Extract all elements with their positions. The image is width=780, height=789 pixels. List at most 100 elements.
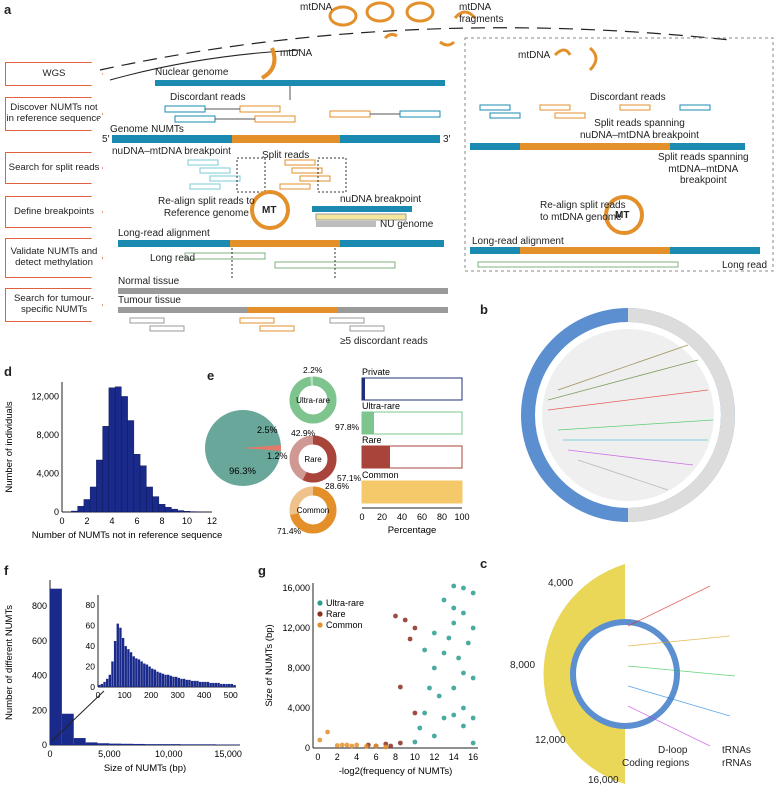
inset-xtick-5: 500 — [224, 690, 238, 700]
point-g-0-23 — [470, 715, 476, 721]
point-g-1-6 — [407, 636, 413, 642]
normal-tissue-label: Normal tissue — [118, 276, 180, 287]
flow-step-wgs: WGS — [5, 62, 103, 86]
point-g-2-8 — [373, 743, 379, 749]
bar-d-6 — [108, 387, 116, 513]
donut-0-inner: 97.8% — [335, 422, 360, 432]
inset-bar-38 — [198, 681, 202, 687]
xtick-d-3: 6 — [134, 516, 139, 526]
inset-bar-11 — [127, 649, 130, 687]
donut-0-outer: 2.2% — [303, 365, 323, 375]
xtick-g-2: 4 — [354, 752, 359, 762]
ylabel-f: Number of different NUMTs — [4, 605, 15, 720]
right-split-spanning-label: Split reads spanning nuDNA–mtDNA breakpo… — [580, 118, 699, 141]
point-g-0-2 — [422, 710, 428, 716]
xtick-g-7: 14 — [449, 752, 459, 762]
inset-bar-24 — [161, 673, 165, 687]
panel-letter-a: a — [4, 2, 12, 17]
inset-bar-0 — [98, 684, 101, 687]
bar-d-14 — [158, 504, 166, 513]
bar-e-label-3: Common — [362, 470, 399, 480]
inset-bar-5 — [111, 661, 114, 687]
inset-ytick-4: 80 — [86, 600, 96, 610]
realign-label: Re-align split reads to Reference genome — [158, 196, 255, 219]
bar-d-11 — [139, 465, 147, 513]
bar-d-0 — [71, 510, 78, 513]
point-g-1-3 — [393, 613, 398, 619]
point-g-2-7 — [363, 744, 369, 749]
ylabel-d: Number of individuals — [4, 401, 15, 493]
donut-2-arc — [289, 486, 337, 534]
pie-label-b: 1.2% — [267, 451, 288, 461]
inset-bar-32 — [182, 678, 186, 687]
ytick-d-1: 4,000 — [36, 468, 59, 478]
point-g-0-5 — [431, 665, 437, 671]
point-g-2-9 — [383, 744, 389, 750]
ytick-g-0: 0 — [305, 743, 310, 753]
inset-xtick-3: 300 — [171, 690, 185, 700]
point-g-0-1 — [417, 725, 423, 731]
inset-ytick-1: 20 — [86, 662, 96, 672]
bar-f-9 — [156, 744, 169, 745]
ytick-d-2: 8,000 — [36, 430, 59, 440]
point-g-0-15 — [461, 610, 466, 616]
inset-bar-44 — [214, 682, 218, 687]
flow-step-discover: Discover NUMTs not in reference sequence — [5, 97, 103, 131]
legend-coding: Coding regions — [622, 758, 690, 769]
tick-8000: 8,000 — [510, 660, 536, 671]
inset-bar-21 — [153, 669, 157, 687]
pie-slice-small — [243, 445, 281, 451]
inset-bar-41 — [206, 681, 210, 687]
point-g-2-0 — [317, 737, 323, 743]
point-g-0-14 — [461, 705, 466, 711]
inset-bar-13 — [132, 656, 135, 687]
point-g-0-12 — [451, 605, 457, 611]
ytick-d-0: 0 — [54, 507, 59, 517]
inset-bar-15 — [137, 659, 141, 687]
point-g-1-7 — [412, 710, 418, 716]
panel-letter-g: g — [258, 563, 266, 578]
ylabel-g: Size of NUMTs (bp) — [264, 624, 275, 706]
legend-g-label-1: Rare — [326, 609, 346, 619]
discordant-reads-label: Discordant reads — [170, 92, 246, 103]
inset-bar-36 — [193, 680, 196, 687]
chart-e: 96.3% 2.5% 1.2% Ultra-rare Rare Common 2.2% 97.… — [205, 365, 470, 536]
inset-ytick-3: 60 — [86, 621, 96, 631]
bar-e-label-1: Ultra-rare — [362, 401, 400, 411]
xtick-g-1: 2 — [335, 752, 340, 762]
point-g-2-4 — [344, 742, 350, 748]
inset-bar-27 — [169, 675, 173, 687]
bar-d-8 — [121, 396, 128, 513]
bar-d-10 — [133, 454, 141, 513]
tick-12000: 12,000 — [535, 735, 566, 746]
inset-bar-37 — [196, 680, 199, 687]
xtick-f-3: 15,000 — [214, 749, 242, 759]
bar-d-4 — [96, 459, 103, 513]
flow-step-validate: Validate NUMTs and detect methylation — [5, 238, 103, 278]
ytick-g-4: 16,000 — [282, 583, 310, 593]
breakpoint-label: nuDNA–mtDNA breakpoint — [112, 146, 231, 157]
inset-bar-29 — [174, 676, 178, 687]
point-g-0-9 — [446, 635, 452, 641]
point-g-0-27 — [461, 723, 466, 729]
inset-bar-42 — [209, 682, 212, 687]
xlabel-g: -log2(frequency of NUMTs) — [339, 766, 453, 777]
ytick-d-3: 12,000 — [31, 391, 59, 401]
bar-f-7 — [133, 743, 145, 745]
right-long-read-label: Long read — [722, 260, 768, 271]
mtdna-fragments-label: mtDNA fragments — [459, 2, 504, 25]
right-split-spanning2-label: Split reads spanning mtDNA–mtDNA breakpo… — [658, 152, 749, 186]
legend-g-label-2: Common — [326, 620, 363, 630]
bar-e-fill-1 — [362, 412, 374, 434]
inset-bar-31 — [180, 678, 183, 687]
point-g-0-4 — [431, 733, 437, 739]
xtick-e-0: 0 — [359, 512, 364, 522]
point-g-2-3 — [339, 742, 345, 748]
bar-d-18 — [183, 511, 191, 513]
inset-bar-46 — [220, 683, 223, 687]
panel-letter-c: c — [480, 556, 488, 571]
xtick-d-2: 4 — [109, 516, 114, 526]
panel-letter-f: f — [4, 563, 9, 578]
bar-f-10 — [168, 744, 181, 745]
